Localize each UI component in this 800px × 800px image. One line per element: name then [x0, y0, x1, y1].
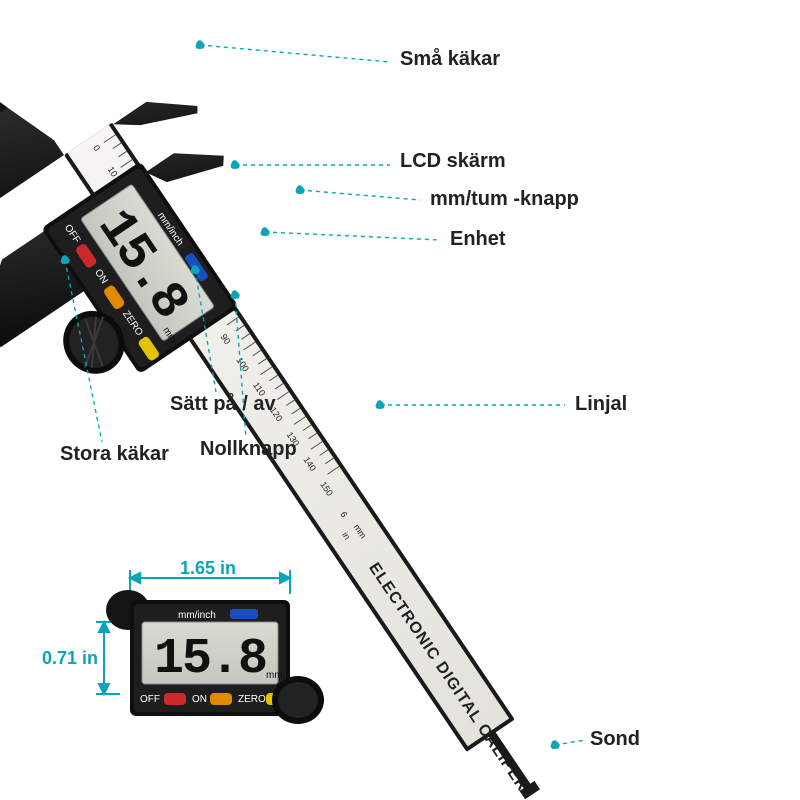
label-mm-tum: mm/tum -knapp	[430, 188, 579, 211]
label-sma-kakar: Små käkar	[400, 48, 500, 71]
dim-width: 1.65 in	[180, 558, 236, 579]
label-enhet: Enhet	[450, 228, 506, 251]
label-sond: Sond	[590, 728, 640, 751]
dim-height: 0.71 in	[42, 648, 98, 669]
svg-text:15.8: 15.8	[154, 631, 266, 688]
inset-display: mm/inch 15.8 mm OFF ON ZERO	[96, 570, 324, 724]
caliper-drawing: 0 10 90 100 110 120 130 140 150 6 mm in …	[0, 0, 800, 800]
svg-text:OFF: OFF	[140, 694, 160, 705]
label-lcd-skarm: LCD skärm	[400, 150, 506, 173]
label-stora-kakar: Stora käkar	[60, 443, 169, 466]
svg-text:mm/inch: mm/inch	[178, 610, 216, 621]
label-satt-pa: Sätt på / av	[170, 393, 276, 416]
svg-text:ZERO: ZERO	[238, 694, 266, 705]
svg-text:ON: ON	[192, 694, 207, 705]
svg-text:mm: mm	[266, 670, 283, 681]
infographic-stage: 0 10 90 100 110 120 130 140 150 6 mm in …	[0, 0, 800, 800]
label-linjal: Linjal	[575, 393, 627, 416]
label-nollknapp: Nollknapp	[200, 438, 297, 461]
